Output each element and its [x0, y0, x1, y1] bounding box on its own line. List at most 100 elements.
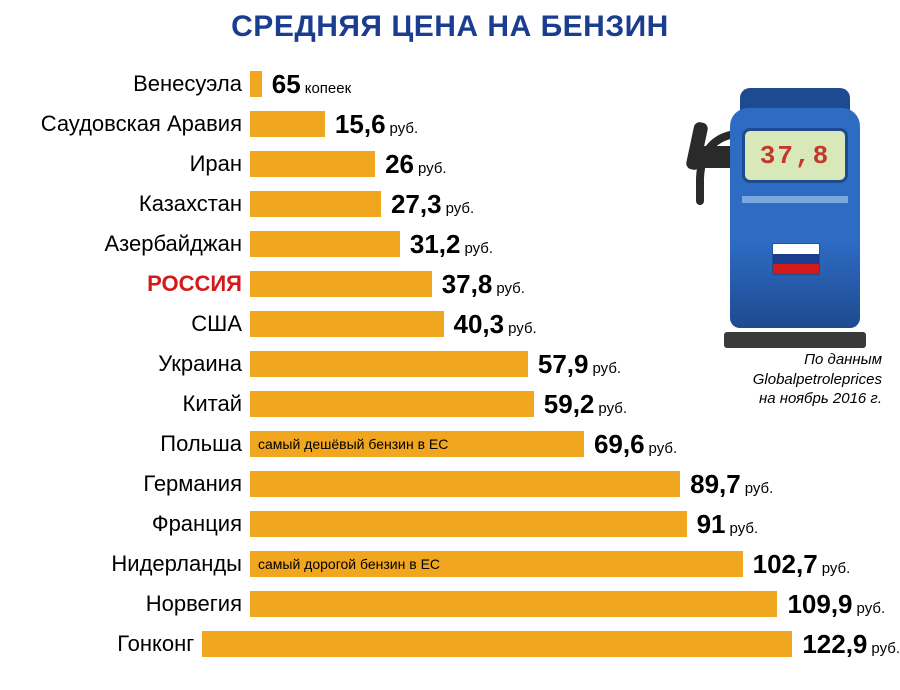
- bar: [250, 351, 528, 377]
- country-label: Иран: [10, 151, 250, 177]
- value-number: 31,2: [410, 229, 461, 260]
- value-number: 91: [697, 509, 726, 540]
- value-block: 122,9руб.: [802, 629, 900, 660]
- chart-row: Франция 91руб.: [10, 504, 900, 544]
- bar-container: самый дешёвый бензин в ЕС 69,6руб.: [250, 424, 900, 464]
- bar: [250, 311, 444, 337]
- value-number: 37,8: [442, 269, 493, 300]
- value-block: 59,2руб.: [544, 389, 627, 420]
- value-block: 37,8руб.: [442, 269, 525, 300]
- bar-container: 89,7руб.: [250, 464, 900, 504]
- bar: самый дешёвый бензин в ЕС: [250, 431, 584, 457]
- value-unit: руб.: [745, 480, 774, 497]
- bar: [250, 271, 432, 297]
- country-label: Нидерланды: [10, 551, 250, 577]
- country-label: США: [10, 311, 250, 337]
- pump-nozzle-icon: [698, 146, 734, 168]
- value-block: 15,6руб.: [335, 109, 418, 140]
- pump-decor-stripe: [742, 196, 848, 203]
- value-number: 27,3: [391, 189, 442, 220]
- bar: [250, 511, 687, 537]
- flag-stripe: [773, 254, 819, 264]
- value-unit: руб.: [592, 360, 621, 377]
- country-label: Китай: [10, 391, 250, 417]
- value-number: 102,7: [753, 549, 818, 580]
- chart-row: Германия 89,7руб.: [10, 464, 900, 504]
- source-line: Globalpetroleprices: [753, 370, 882, 390]
- value-number: 69,6: [594, 429, 645, 460]
- gas-pump-icon: 37,8: [690, 68, 860, 338]
- value-number: 15,6: [335, 109, 386, 140]
- russia-flag-icon: [772, 243, 820, 275]
- value-block: 69,6руб.: [594, 429, 677, 460]
- bar: [250, 231, 400, 257]
- value-block: 26руб.: [385, 149, 447, 180]
- bar: самый дорогой бензин в ЕС: [250, 551, 743, 577]
- value-number: 26: [385, 149, 414, 180]
- source-line: По данным: [753, 350, 882, 370]
- chart-row: Нидерланды самый дорогой бензин в ЕС 102,7…: [10, 544, 900, 584]
- value-unit: руб.: [598, 400, 627, 417]
- country-label: Венесуэла: [10, 71, 250, 97]
- country-label: Норвегия: [10, 591, 250, 617]
- bar: [250, 471, 680, 497]
- bar: [250, 391, 534, 417]
- value-block: 31,2руб.: [410, 229, 493, 260]
- bar: [202, 631, 792, 657]
- value-unit: руб.: [857, 600, 886, 617]
- flag-stripe: [773, 264, 819, 274]
- country-label: Украина: [10, 351, 250, 377]
- bar: [250, 71, 262, 97]
- value-block: 27,3руб.: [391, 189, 474, 220]
- value-unit: руб.: [464, 240, 493, 257]
- value-unit: руб.: [446, 200, 475, 217]
- chart-row: Норвегия 109,9 руб.: [10, 584, 900, 624]
- value-unit: руб.: [649, 440, 678, 457]
- country-label: Гонконг: [10, 631, 202, 657]
- value-number: 109,9: [787, 589, 852, 620]
- pump-base: [724, 332, 866, 348]
- value-unit: руб.: [418, 160, 447, 177]
- data-source: По данным Globalpetroleprices на ноябрь …: [753, 350, 882, 409]
- value-block: 102,7руб.: [753, 549, 851, 580]
- bar-container: самый дорогой бензин в ЕС 102,7руб.: [250, 544, 900, 584]
- bar-container: 91руб.: [250, 504, 900, 544]
- value-unit: руб.: [496, 280, 525, 297]
- value-block: 57,9руб.: [538, 349, 621, 380]
- country-label: РОССИЯ: [10, 271, 250, 297]
- value-block: 89,7руб.: [690, 469, 773, 500]
- country-label: Польша: [10, 431, 250, 457]
- flag-stripe: [773, 244, 819, 254]
- country-label: Саудовская Аравия: [10, 111, 250, 137]
- value-block: 109,9 руб.: [787, 589, 885, 620]
- bar: [250, 151, 375, 177]
- pump-display: 37,8: [742, 128, 848, 183]
- country-label: Азербайджан: [10, 231, 250, 257]
- value-number: 65: [272, 69, 301, 100]
- value-number: 40,3: [454, 309, 505, 340]
- value-number: 89,7: [690, 469, 741, 500]
- bar-container: 122,9руб.: [202, 624, 900, 664]
- country-label: Франция: [10, 511, 250, 537]
- chart-row: Гонконг 122,9руб.: [10, 624, 900, 664]
- value-block: 65копеек: [272, 69, 351, 100]
- bar-note: самый дорогой бензин в ЕС: [258, 556, 440, 572]
- value-unit: руб.: [822, 560, 851, 577]
- bar: [250, 111, 325, 137]
- value-unit: руб.: [871, 640, 900, 657]
- value-unit: копеек: [305, 80, 351, 97]
- chart-title: СРЕДНЯЯ ЦЕНА НА БЕНЗИН: [0, 0, 900, 64]
- country-label: Германия: [10, 471, 250, 497]
- value-number: 122,9: [802, 629, 867, 660]
- country-label: Казахстан: [10, 191, 250, 217]
- pump-display-value: 37,8: [760, 141, 830, 171]
- value-unit: руб.: [730, 520, 759, 537]
- value-unit: руб.: [390, 120, 419, 137]
- value-number: 59,2: [544, 389, 595, 420]
- value-unit: руб.: [508, 320, 537, 337]
- value-number: 57,9: [538, 349, 589, 380]
- value-block: 91руб.: [697, 509, 759, 540]
- bar-container: 109,9 руб.: [250, 584, 900, 624]
- value-block: 40,3руб.: [454, 309, 537, 340]
- source-line: на ноябрь 2016 г.: [753, 389, 882, 409]
